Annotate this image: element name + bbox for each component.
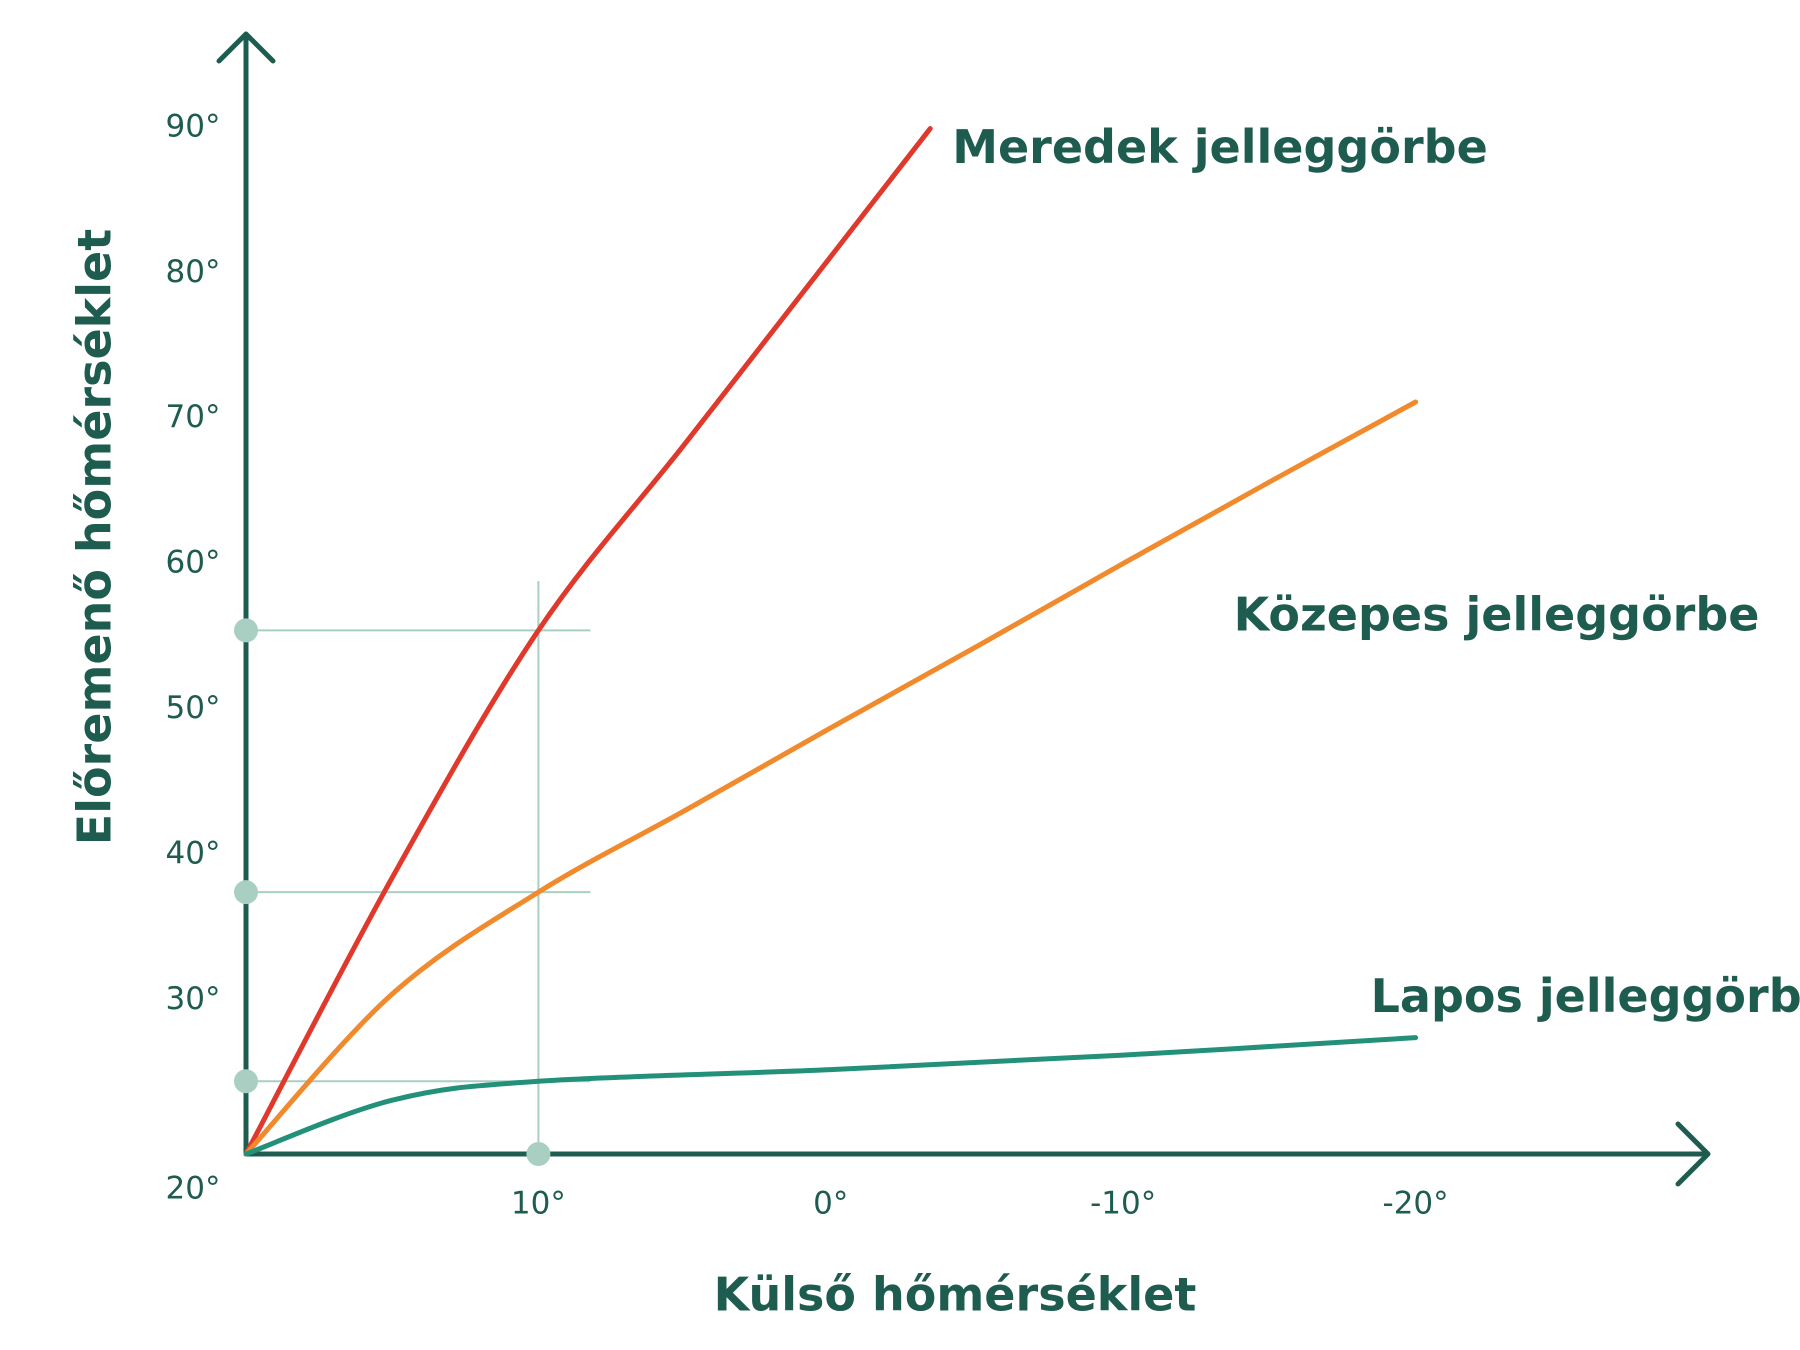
reference-dot [234, 618, 258, 643]
line [243, 399, 1419, 1157]
reference-dot [526, 1142, 551, 1166]
line [243, 1035, 1419, 1157]
line [243, 126, 933, 1157]
y-tick-label: 50° [166, 690, 221, 726]
legend-label: Meredek jelleggörbe [952, 120, 1488, 174]
reference-dot [234, 1069, 258, 1094]
x-tick-label: 0° [813, 1186, 848, 1222]
y-tick-label: 40° [166, 836, 221, 872]
legend-label: Lapos jelleggörbe [1371, 969, 1800, 1023]
y-tick-label: 20° [166, 1171, 221, 1207]
x-tick-label: 10° [511, 1186, 566, 1222]
y-tick-label: 90° [166, 108, 221, 144]
y-tick-label: 70° [166, 399, 221, 435]
y-tick-label: 80° [166, 254, 221, 290]
x-tick-label: -20° [1383, 1186, 1449, 1222]
reference-dot [234, 880, 258, 905]
y-tick-label: 30° [166, 981, 221, 1017]
x-axis-arrow [1675, 1121, 1711, 1187]
legend-label: Közepes jelleggörbe [1234, 588, 1760, 642]
x-tick-label: -10° [1090, 1186, 1156, 1222]
y-tick-label: 60° [166, 545, 221, 581]
x-axis-title: Külső hőmérséklet [714, 1268, 1197, 1322]
y-axis-title: Előremenő hőmérséklet [68, 229, 122, 845]
y-axis-arrow [216, 31, 276, 64]
